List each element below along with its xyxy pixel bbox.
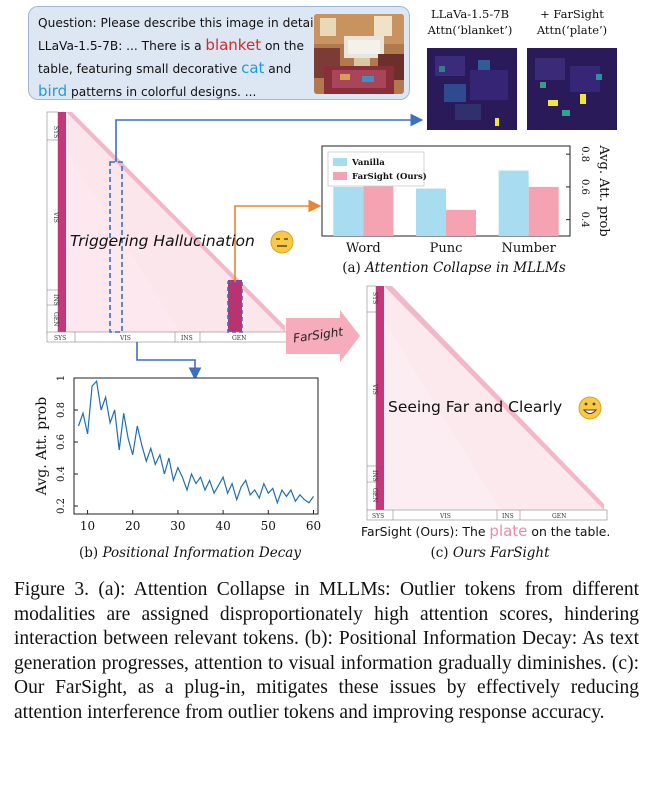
- word-blanket: blanket: [205, 36, 262, 54]
- attn-title-right: + FarSight Attn(‘plate’): [522, 6, 622, 38]
- ours-label-gen-y: GEN: [371, 488, 378, 502]
- seeing-far-label: Seeing Far and Clearly: [388, 398, 563, 416]
- line-xtick-label: 10: [80, 519, 95, 533]
- word-cat: cat: [241, 59, 265, 77]
- figure: Question: Please describe this image in …: [28, 6, 622, 561]
- ours-label-gen-x: GEN: [552, 513, 566, 520]
- bar-chart: Word Punc Number 0.4 0.6 0.8 Avg. Att. prob Van…: [321, 144, 611, 256]
- caption-b-prefix: (b): [79, 545, 103, 561]
- matrix-label-vis-x: VIS: [119, 335, 131, 342]
- legend-label: FarSight (Ours): [352, 171, 427, 182]
- matrix-label-vis-y: VIS: [52, 211, 59, 223]
- attn-title-left: LLaVa-1.5-7B Attn(‘blanket’): [420, 6, 520, 38]
- attn-map-blanket: [427, 48, 517, 130]
- caption-a: (a) Attention Collapse in MLLMs: [324, 260, 584, 276]
- attn-left-title-2: Attn(‘blanket’): [427, 23, 513, 37]
- caption-b-title: Positional Information Decay: [102, 545, 301, 561]
- question-text: Question: Please describe this image in …: [38, 12, 321, 103]
- caption-b: (b) Positional Information Decay: [40, 545, 340, 561]
- caption-c: (c) Ours FarSight: [390, 545, 590, 561]
- bar-vanilla-word: [333, 186, 364, 236]
- answer-prefix: LLaVa-1.5-7B: ... There is a: [38, 39, 206, 53]
- line-ytick-label: 0.2: [56, 498, 67, 514]
- line-xtick-label: 60: [306, 519, 321, 533]
- caption-a-prefix: (a): [342, 260, 366, 276]
- line-ytick-label: 0.8: [56, 402, 67, 418]
- matrix-label-ins-x: INS: [181, 335, 193, 342]
- answer-suffix-1: on the: [261, 39, 305, 53]
- matrix-label-ins-y: INS: [52, 294, 59, 306]
- attention-matrix-vanilla: SYS VIS INS GEN SYS VIS INS GEN: [46, 111, 288, 343]
- ours-output-text: FarSight (Ours): The plate on the table.: [361, 522, 610, 540]
- bar-farsight-punc: [446, 209, 476, 236]
- ours-label-ins-x: INS: [502, 513, 514, 520]
- word-bird: bird: [38, 82, 68, 100]
- vis-column-highlight: [109, 161, 123, 333]
- grin-face-icon: [578, 396, 602, 420]
- line-ylabel: Avg. Att. prob: [34, 397, 50, 496]
- bar-ytick-label: 0.6: [579, 179, 590, 195]
- arrow-to-attn-map: [115, 113, 424, 162]
- word-plate: plate: [489, 522, 528, 540]
- meh-face-icon: [270, 230, 294, 254]
- bar-vanilla-punc: [416, 188, 446, 236]
- caption-c-prefix: (c): [430, 545, 453, 561]
- ours-label-ins-y: INS: [371, 470, 378, 482]
- answer-suffix-3: and: [264, 62, 292, 76]
- bar-category-label: Word: [346, 241, 381, 256]
- attn-map-plate: [527, 48, 617, 130]
- matrix-label-sys-x: SYS: [54, 335, 66, 342]
- attn-left-title-1: LLaVa-1.5-7B: [430, 7, 510, 21]
- bar-category-label: Punc: [430, 241, 463, 256]
- answer-text-3: table, featuring small decorative: [38, 62, 242, 76]
- bar-ylabel: Avg. Att. prob: [596, 144, 611, 236]
- triggering-hallucination-label: Triggering Hallucination: [70, 232, 255, 250]
- bar-vanilla-number: [498, 170, 529, 236]
- line-xtick-label: 40: [215, 519, 230, 533]
- caption-a-title: Attention Collapse in MLLMs: [365, 260, 566, 276]
- matrix-label-gen-y: GEN: [52, 312, 59, 326]
- attn-right-title-2: Attn(‘plate’): [536, 23, 608, 37]
- decay-line-series: [77, 379, 314, 505]
- arrow-to-bar-chart: [234, 199, 322, 282]
- ours-label-sys-x: SYS: [372, 513, 384, 520]
- caption-c-title: Ours FarSight: [452, 545, 550, 561]
- legend-swatch: [333, 158, 347, 166]
- bar-category-label: Number: [502, 241, 557, 256]
- attn-right-title-1: + FarSight: [540, 7, 604, 21]
- line-xtick-label: 20: [125, 519, 140, 533]
- arrow-to-line-chart: [136, 342, 202, 381]
- answer-line-2: LLaVa-1.5-7B: ... There is a blanket on …: [38, 34, 310, 57]
- answer-line-3: table, featuring small decorative cat an…: [38, 57, 310, 80]
- line-ytick-label: 0.4: [56, 466, 67, 482]
- ours-label-vis-y: VIS: [371, 383, 378, 395]
- ours-label-vis-x: VIS: [439, 513, 451, 520]
- farsight-arrow: [286, 310, 360, 362]
- figure-caption: Figure 3. (a): Attention Collapse in MLL…: [14, 579, 639, 723]
- line-xtick-label: 50: [261, 519, 276, 533]
- line-chart: 10 20 30 40 50 60 0.2 0.4 0.6 0.8 1 Avg. Att. prob: [34, 375, 321, 533]
- bar-ytick-label: 0.8: [579, 146, 590, 162]
- line-ytick-label: 1: [56, 375, 67, 381]
- bar-farsight-number: [528, 186, 559, 236]
- line-xtick-label: 30: [170, 519, 185, 533]
- answer-suffix-4: patterns in colorful designs. ...: [67, 85, 257, 99]
- ours-label-sys-y: SYS: [371, 292, 378, 304]
- ours-output-prefix: FarSight (Ours): The: [361, 524, 490, 539]
- diagram-overlay: SYS VIS INS GEN SYS VIS INS GEN: [34, 48, 617, 533]
- legend-swatch: [333, 172, 347, 180]
- ours-output-suffix: on the table.: [527, 524, 611, 539]
- bar-legend-box: [327, 151, 425, 187]
- answer-line-4: bird patterns in colorful designs. ...: [38, 80, 310, 103]
- question-line-1: Question: Please describe this image in …: [38, 16, 321, 30]
- matrix-label-gen-x: GEN: [232, 335, 246, 342]
- line-ytick-label: 0.6: [56, 434, 67, 450]
- bar-ytick-label: 0.4: [579, 212, 590, 228]
- matrix-label-sys-y: SYS: [52, 126, 59, 138]
- legend-label: Vanilla: [351, 158, 385, 168]
- room-photo: [314, 14, 404, 94]
- attention-matrix-farsight: SYS VIS INS GEN SYS VIS INS GEN: [366, 285, 608, 521]
